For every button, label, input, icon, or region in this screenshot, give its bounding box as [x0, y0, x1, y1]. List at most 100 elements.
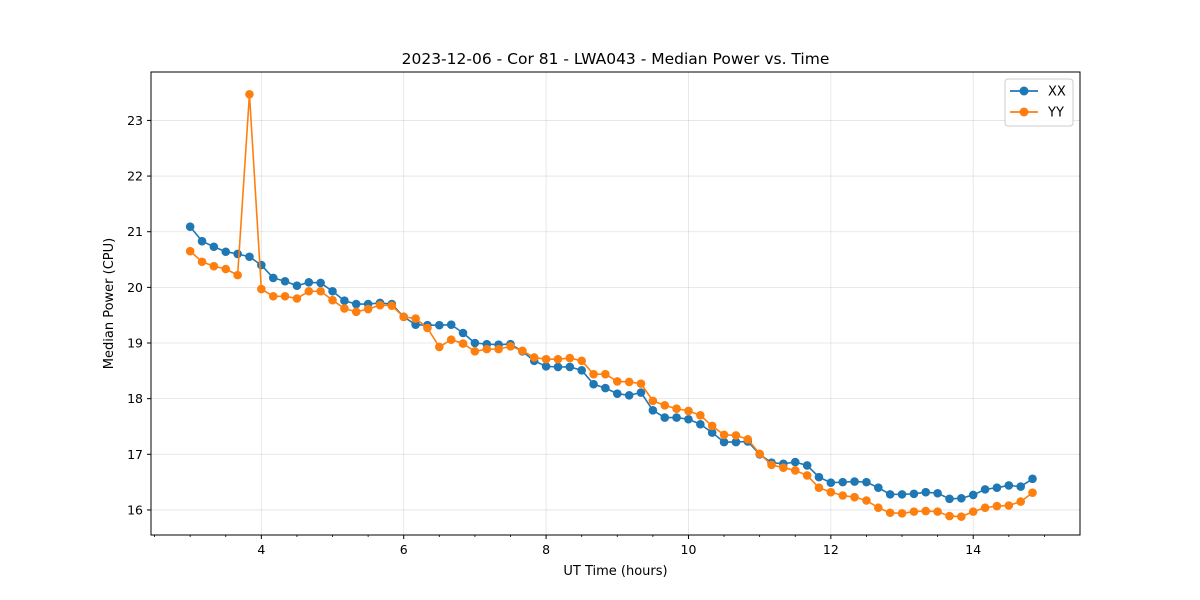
series-yy-point	[209, 261, 219, 271]
series-yy-point	[838, 491, 848, 500]
series-xx-point	[814, 472, 824, 482]
series-yy-point	[636, 379, 646, 388]
series-xx-point	[636, 388, 646, 397]
series-xx-point	[197, 236, 207, 246]
series-layer	[185, 89, 1037, 521]
series-xx-point	[280, 276, 290, 286]
series-yy-point	[257, 284, 266, 294]
series-xx-point	[731, 437, 741, 447]
series-xx-point	[1016, 482, 1025, 491]
series-yy-point	[245, 89, 254, 99]
series-xx-point	[292, 281, 302, 290]
y-tick-label: 17	[127, 447, 143, 462]
series-yy-point	[1016, 497, 1025, 506]
series-xx-point	[957, 493, 966, 503]
x-tick-label: 14	[965, 542, 981, 557]
series-xx-point	[245, 252, 254, 262]
series-yy-point	[601, 369, 610, 379]
series-xx-point	[435, 320, 444, 330]
series-yy-point	[850, 492, 859, 502]
x-tick-label: 10	[681, 542, 697, 557]
series-yy-point	[968, 507, 978, 516]
series-xx-point	[601, 383, 610, 393]
series-yy-point	[612, 377, 622, 386]
series-yy-point	[435, 342, 444, 352]
legend-yy-label: YY	[1047, 106, 1064, 121]
series-yy-point	[494, 344, 503, 354]
series-xx-point	[1028, 474, 1037, 484]
series-yy-point	[802, 471, 812, 480]
series-yy-point	[743, 434, 753, 444]
series-yy-point	[387, 301, 397, 311]
series-xx-point	[838, 477, 848, 487]
series-xx-point	[553, 362, 563, 372]
series-xx-point	[707, 428, 717, 437]
series-xx-point	[351, 299, 361, 309]
series-yy-point	[280, 291, 290, 301]
series-yy-point	[482, 344, 492, 354]
y-tick-label: 18	[127, 391, 143, 406]
series-xx-point	[577, 365, 586, 375]
series-xx-point	[221, 247, 231, 257]
x-tick-label: 12	[823, 542, 839, 557]
series-xx-point	[874, 483, 883, 493]
series-xx-point	[826, 478, 836, 487]
series-xx-point	[541, 362, 551, 371]
series-yy-point	[399, 312, 409, 322]
series-yy-point	[957, 512, 966, 521]
series-yy-point	[707, 421, 717, 431]
series-yy-point	[731, 431, 741, 440]
series-yy-point	[506, 342, 515, 351]
y-axis-label: Median Power (CPU)	[102, 238, 117, 369]
series-xx-point	[257, 260, 266, 270]
series-xx-point	[446, 320, 456, 329]
series-xx-point	[850, 477, 859, 486]
series-yy-point	[945, 511, 954, 521]
series-xx-point	[885, 490, 895, 499]
series-yy-point	[292, 294, 302, 303]
series-yy-point	[790, 466, 800, 475]
series-xx-point	[589, 379, 598, 389]
series-xx-point	[304, 278, 314, 287]
y-tick-label: 16	[127, 502, 143, 517]
series-yy-point	[767, 460, 776, 470]
series-xx-point	[185, 222, 195, 231]
series-yy-point	[696, 411, 705, 420]
series-xx-point	[316, 278, 325, 288]
series-yy-point	[992, 501, 1002, 511]
series-yy-point	[779, 463, 788, 472]
series-yy-point	[933, 507, 942, 516]
series-xx-point	[624, 391, 634, 400]
series-yy-point	[814, 483, 824, 493]
series-yy-point	[565, 353, 575, 363]
y-tick-label: 22	[127, 169, 143, 184]
series-yy-point	[197, 257, 207, 267]
series-xx-point	[802, 461, 812, 470]
series-yy-point	[684, 406, 693, 416]
series-yy-point	[470, 347, 480, 356]
series-xx-point	[648, 406, 658, 415]
series-xx-point	[933, 488, 942, 498]
series-yy-point	[1028, 488, 1037, 498]
y-tick-label: 21	[127, 224, 143, 239]
series-yy-point	[518, 346, 527, 356]
series-xx-point	[945, 494, 954, 504]
series-xx-point	[470, 338, 480, 348]
series-xx-point	[672, 413, 681, 422]
series-yy-point	[423, 323, 432, 333]
series-xx-point	[992, 483, 1002, 493]
legend-xx-marker	[1019, 86, 1029, 96]
series-xx-point	[411, 320, 420, 329]
series-xx-point	[340, 296, 349, 306]
series-xx-point	[612, 389, 622, 398]
x-tick-label: 8	[542, 542, 550, 557]
series-yy-point	[980, 503, 990, 513]
series-yy-point	[660, 401, 670, 410]
series-xx-point	[968, 490, 978, 500]
y-tick-label: 19	[127, 336, 143, 351]
series-yy-point	[672, 404, 681, 413]
series-xx-point	[565, 362, 575, 372]
series-xx-point	[980, 485, 990, 494]
series-yy-point	[553, 354, 563, 364]
